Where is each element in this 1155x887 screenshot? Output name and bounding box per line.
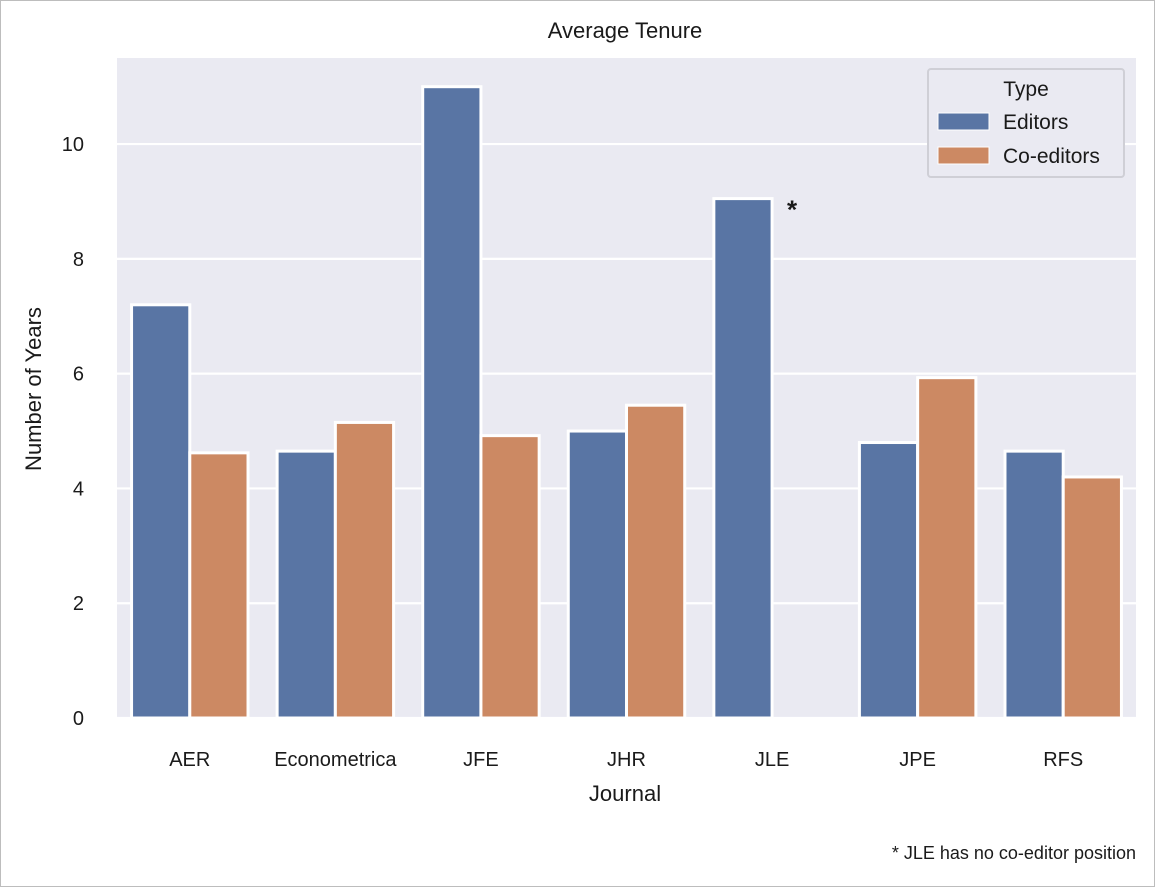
x-axis-title: Journal [589,781,661,806]
footnote: * JLE has no co-editor position [892,843,1136,863]
annotations: * [787,195,798,225]
x-tick-label: JLE [755,749,789,771]
x-tick-label: RFS [1043,749,1083,771]
legend-swatch-co-editors [937,146,990,165]
bar-co-editors-aer [188,451,250,720]
y-tick-label: 8 [73,249,84,271]
bar-editors-econometrica [275,449,337,720]
y-tick-label: 6 [73,364,84,386]
y-tick-labels: 0 2 4 6 8 10 [62,134,84,730]
x-tick-label: Econometrica [274,749,397,771]
bar-editors-jfe [421,85,483,720]
y-tick-label: 2 [73,593,84,615]
bar-co-editors-econometrica [333,420,396,720]
bar-co-editors-jfe [479,434,541,720]
y-axis-title: Number of Years [21,307,46,471]
legend-swatch-editors [937,112,990,131]
chart-title: Average Tenure [548,18,703,43]
y-tick-label: 4 [73,478,84,500]
y-tick-label: 0 [73,708,84,730]
bar-editors-jhr [566,429,628,720]
x-tick-label: JHR [607,749,646,771]
x-tick-labels: AER Econometrica JFE JHR JLE JPE RFS [169,749,1083,771]
x-tick-label: AER [169,749,210,771]
bar-co-editors-jpe [916,376,978,720]
bars [130,85,1123,720]
annotation-asterisk: * [787,195,798,225]
legend-label-editors: Editors [1003,111,1068,134]
bar-co-editors-rfs [1061,475,1123,720]
bar-editors-aer [130,303,192,720]
bar-editors-jle [712,197,774,720]
x-tick-label: JFE [463,749,499,771]
legend-title: Type [1003,78,1049,101]
legend: Type Editors Co-editors [927,68,1125,178]
bar-co-editors-jhr [625,403,687,720]
legend-label-co-editors: Co-editors [1003,145,1100,168]
x-tick-label: JPE [899,749,936,771]
bar-editors-rfs [1003,449,1065,720]
y-tick-label: 10 [62,134,84,156]
bar-editors-jpe [857,441,920,720]
